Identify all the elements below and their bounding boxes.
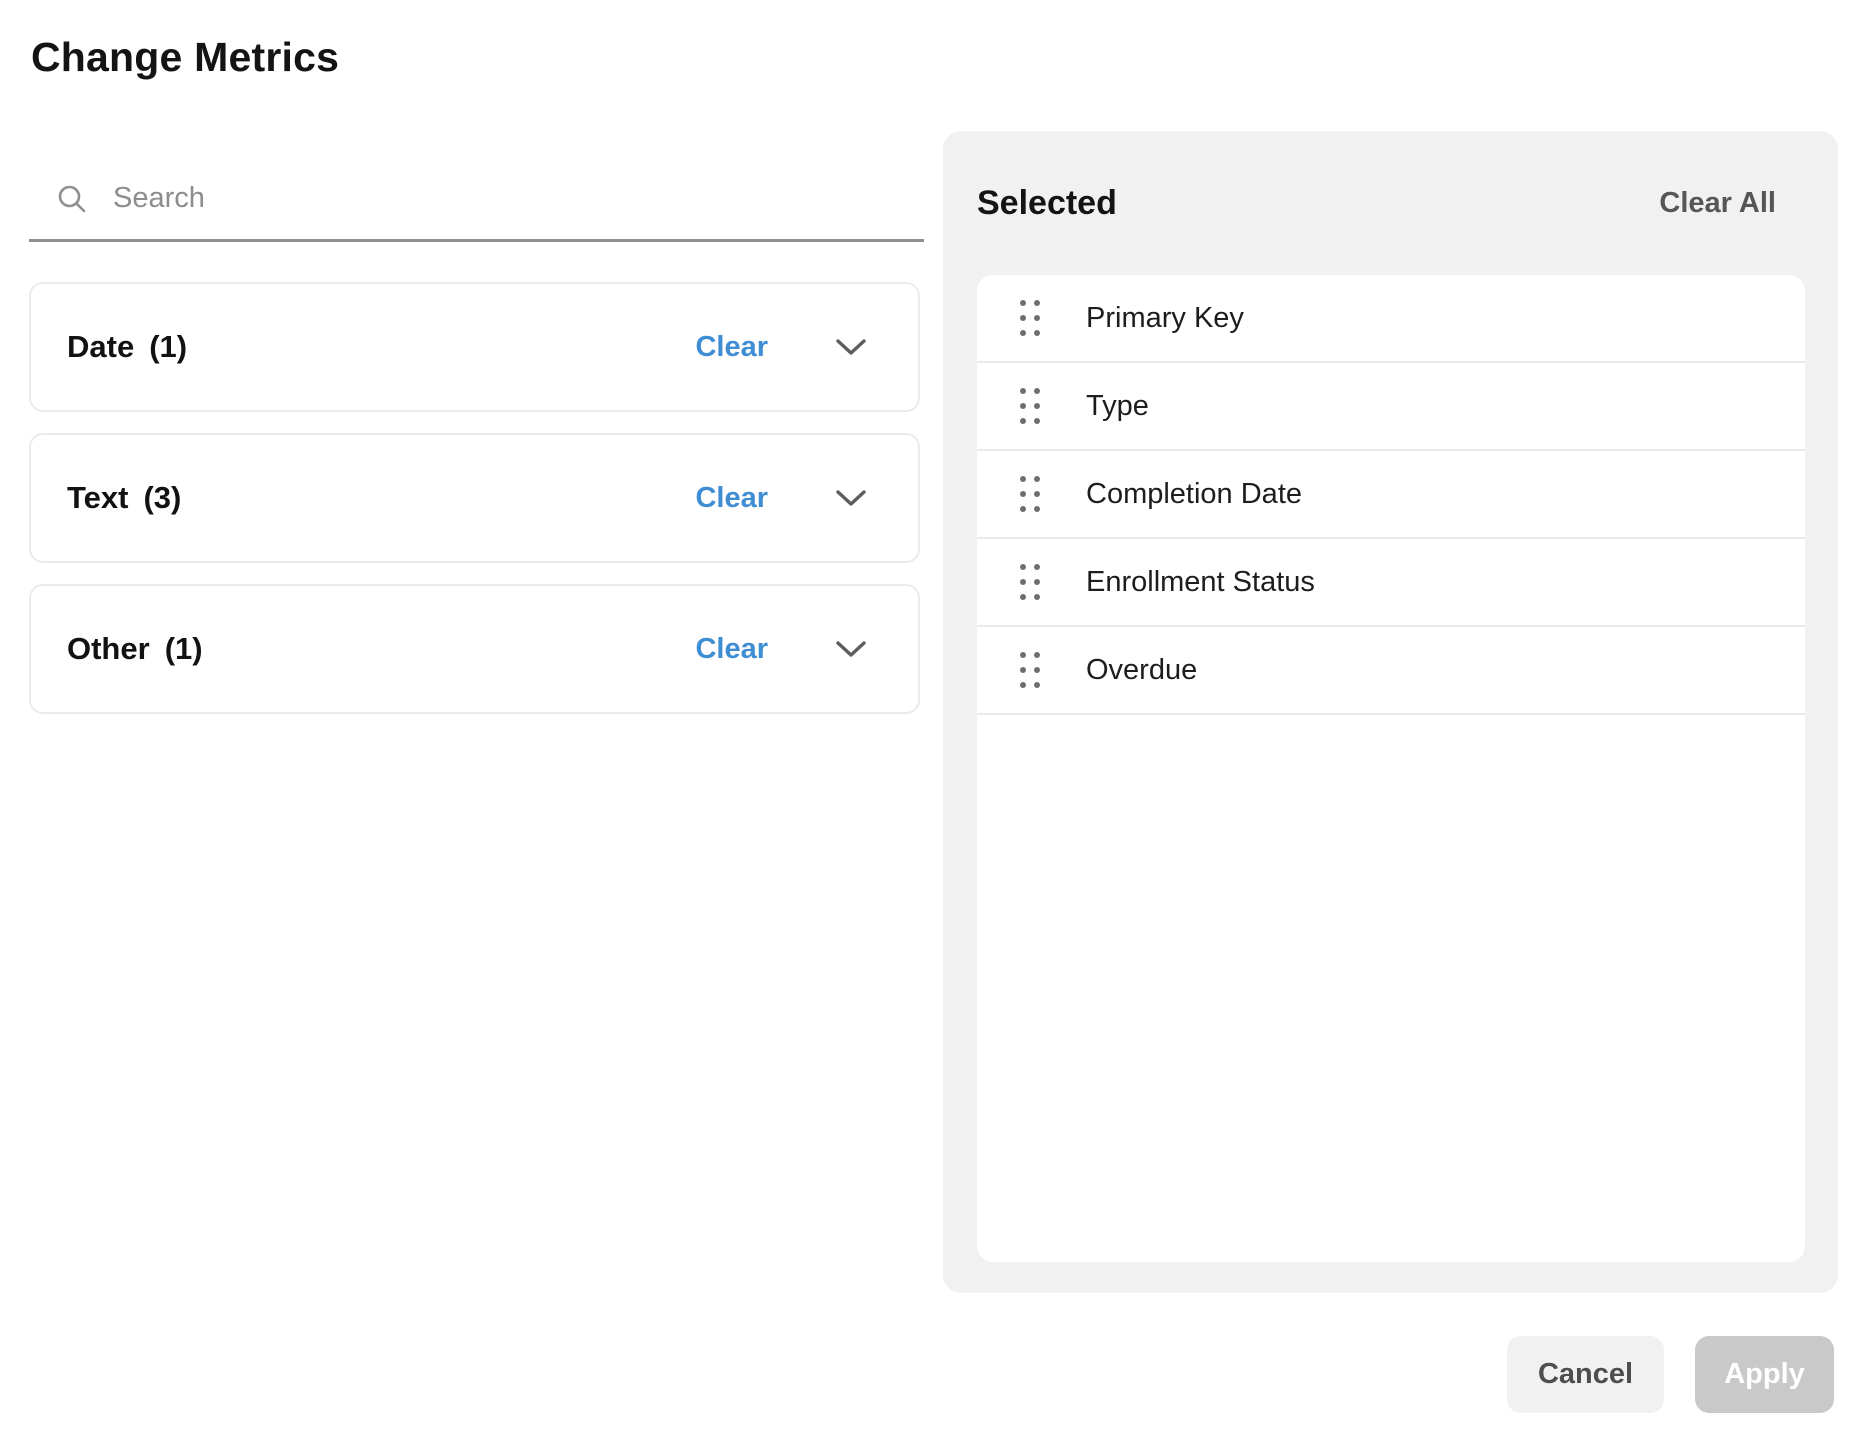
page-title: Change Metrics xyxy=(31,34,340,80)
clear-text-button[interactable]: Clear xyxy=(695,481,768,514)
category-list: Date (1) Clear Text (3) Clear Other (1) … xyxy=(29,282,920,735)
category-count: (3) xyxy=(143,480,182,515)
category-count: (1) xyxy=(164,631,203,666)
search-field[interactable] xyxy=(29,158,924,242)
selected-panel-title: Selected xyxy=(977,183,1117,222)
category-label: Text xyxy=(67,480,129,515)
cancel-button[interactable]: Cancel xyxy=(1507,1336,1664,1413)
apply-button[interactable]: Apply xyxy=(1695,1336,1834,1413)
selected-item-label: Overdue xyxy=(1086,653,1198,686)
selected-item-completion-date[interactable]: Completion Date xyxy=(977,451,1805,539)
category-label: Other xyxy=(67,631,150,666)
clear-date-button[interactable]: Clear xyxy=(695,330,768,363)
selected-panel: Selected Clear All Primary Key Type Comp… xyxy=(943,131,1838,1293)
category-count: (1) xyxy=(149,329,188,364)
selected-panel-header: Selected Clear All xyxy=(943,131,1838,275)
drag-handle-icon[interactable] xyxy=(1020,476,1040,512)
selected-item-label: Completion Date xyxy=(1086,477,1302,510)
drag-handle-icon[interactable] xyxy=(1020,388,1040,424)
clear-all-button[interactable]: Clear All xyxy=(1659,186,1776,219)
selected-item-enrollment-status[interactable]: Enrollment Status xyxy=(977,539,1805,627)
selected-item-label: Enrollment Status xyxy=(1086,565,1315,598)
selected-metric-list: Primary Key Type Completion Date Enrollm… xyxy=(977,275,1805,1262)
category-card-other[interactable]: Other (1) Clear xyxy=(29,584,920,714)
chevron-down-icon[interactable] xyxy=(834,488,868,508)
selected-item-type[interactable]: Type xyxy=(977,363,1805,451)
drag-handle-icon[interactable] xyxy=(1020,300,1040,336)
drag-handle-icon[interactable] xyxy=(1020,652,1040,688)
clear-other-button[interactable]: Clear xyxy=(695,632,768,665)
chevron-down-icon[interactable] xyxy=(834,337,868,357)
chevron-down-icon[interactable] xyxy=(834,639,868,659)
selected-item-primary-key[interactable]: Primary Key xyxy=(977,275,1805,363)
selected-item-overdue[interactable]: Overdue xyxy=(977,627,1805,715)
category-card-date[interactable]: Date (1) Clear xyxy=(29,282,920,412)
search-icon xyxy=(58,185,86,212)
search-input[interactable] xyxy=(113,182,924,215)
drag-handle-icon[interactable] xyxy=(1020,564,1040,600)
selected-item-label: Type xyxy=(1086,389,1149,422)
category-label: Date xyxy=(67,329,135,364)
category-card-text[interactable]: Text (3) Clear xyxy=(29,433,920,563)
selected-item-label: Primary Key xyxy=(1086,301,1244,334)
